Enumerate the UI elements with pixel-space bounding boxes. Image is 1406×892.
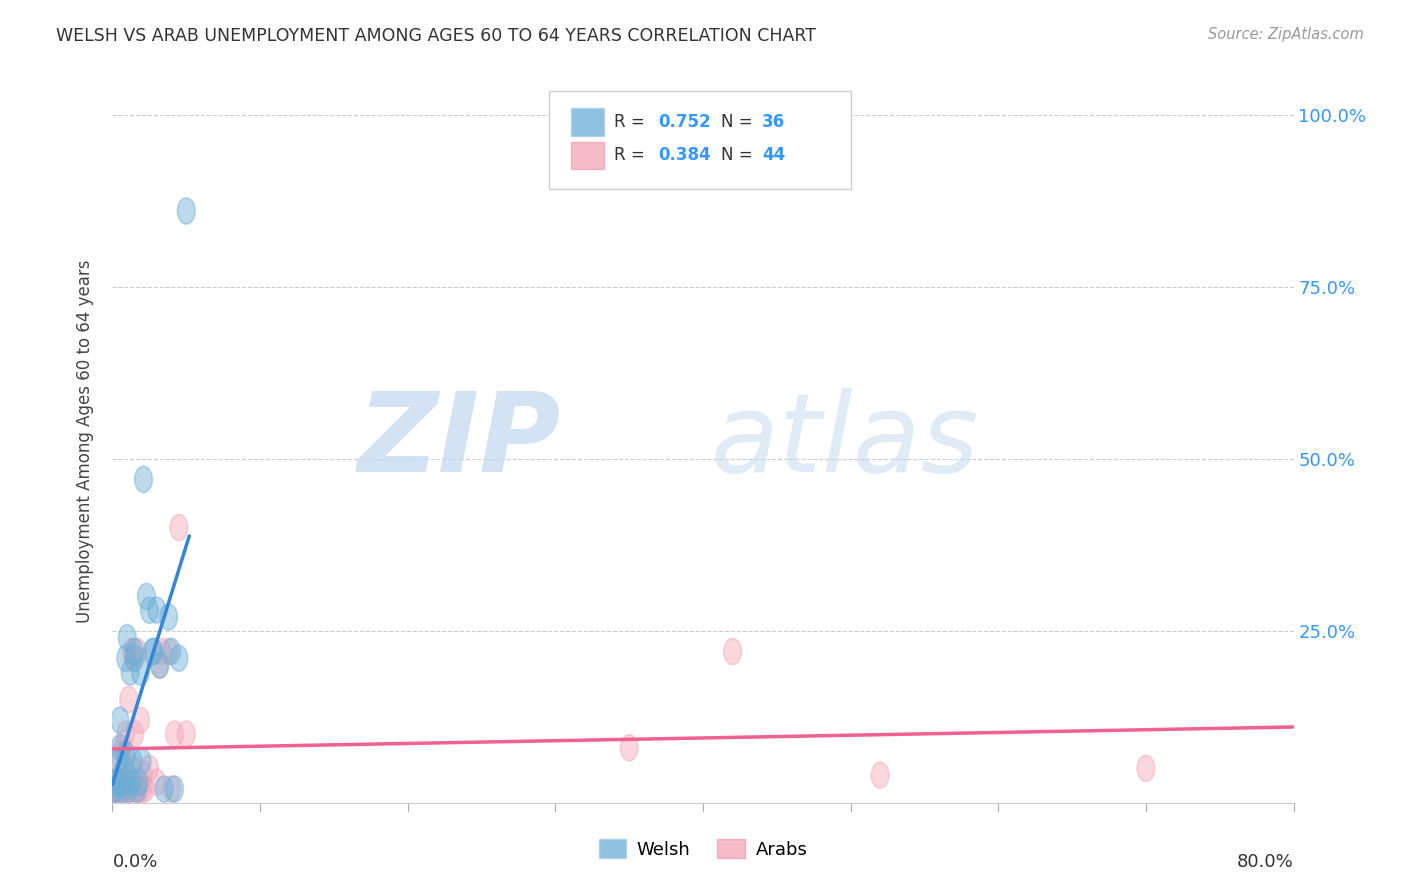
Ellipse shape	[115, 756, 134, 781]
Ellipse shape	[170, 645, 188, 672]
Ellipse shape	[108, 769, 125, 796]
Text: R =: R =	[614, 146, 651, 164]
Ellipse shape	[160, 639, 177, 665]
Ellipse shape	[122, 756, 141, 781]
Ellipse shape	[872, 762, 889, 789]
Ellipse shape	[141, 597, 159, 624]
Text: 0.752: 0.752	[658, 113, 711, 131]
Ellipse shape	[125, 639, 143, 665]
Ellipse shape	[125, 645, 143, 672]
Ellipse shape	[114, 735, 132, 761]
Ellipse shape	[115, 776, 134, 802]
Ellipse shape	[127, 776, 145, 802]
Ellipse shape	[105, 776, 122, 802]
Ellipse shape	[107, 769, 124, 796]
Ellipse shape	[110, 748, 127, 774]
Ellipse shape	[150, 652, 169, 678]
Ellipse shape	[124, 645, 142, 672]
Ellipse shape	[132, 659, 149, 685]
Ellipse shape	[117, 741, 135, 768]
Text: Source: ZipAtlas.com: Source: ZipAtlas.com	[1208, 27, 1364, 42]
Ellipse shape	[131, 769, 148, 796]
Ellipse shape	[724, 639, 741, 665]
Y-axis label: Unemployment Among Ages 60 to 64 years: Unemployment Among Ages 60 to 64 years	[76, 260, 94, 624]
Ellipse shape	[620, 735, 638, 761]
Ellipse shape	[118, 624, 136, 651]
Text: 44: 44	[762, 146, 786, 164]
Text: 0.0%: 0.0%	[112, 854, 157, 871]
Ellipse shape	[135, 467, 152, 492]
Text: 80.0%: 80.0%	[1237, 854, 1294, 871]
Ellipse shape	[145, 639, 163, 665]
Text: ZIP: ZIP	[357, 388, 561, 495]
Ellipse shape	[107, 776, 124, 802]
Ellipse shape	[111, 762, 129, 789]
Ellipse shape	[155, 776, 173, 802]
Ellipse shape	[110, 776, 127, 802]
Ellipse shape	[177, 198, 195, 224]
FancyBboxPatch shape	[550, 91, 851, 189]
Text: WELSH VS ARAB UNEMPLOYMENT AMONG AGES 60 TO 64 YEARS CORRELATION CHART: WELSH VS ARAB UNEMPLOYMENT AMONG AGES 60…	[56, 27, 817, 45]
Ellipse shape	[170, 515, 188, 541]
Ellipse shape	[125, 776, 143, 802]
Ellipse shape	[111, 741, 129, 768]
Ellipse shape	[118, 762, 136, 789]
Ellipse shape	[163, 639, 180, 665]
Ellipse shape	[135, 762, 152, 789]
Ellipse shape	[117, 645, 135, 672]
Ellipse shape	[122, 639, 141, 665]
Ellipse shape	[132, 707, 149, 733]
Ellipse shape	[117, 769, 135, 796]
Ellipse shape	[166, 721, 183, 747]
Ellipse shape	[138, 583, 155, 609]
Ellipse shape	[141, 756, 159, 781]
Ellipse shape	[129, 639, 146, 665]
Ellipse shape	[131, 776, 148, 802]
Text: N =: N =	[721, 113, 758, 131]
Ellipse shape	[107, 776, 124, 802]
FancyBboxPatch shape	[571, 109, 603, 136]
Ellipse shape	[118, 776, 136, 802]
Ellipse shape	[108, 776, 125, 802]
Legend: Welsh, Arabs: Welsh, Arabs	[592, 832, 814, 866]
Ellipse shape	[177, 721, 195, 747]
Ellipse shape	[125, 721, 143, 747]
Ellipse shape	[111, 707, 129, 733]
Ellipse shape	[120, 776, 138, 802]
Ellipse shape	[120, 776, 138, 802]
Ellipse shape	[166, 776, 183, 802]
Ellipse shape	[114, 776, 132, 802]
Ellipse shape	[105, 776, 122, 802]
Ellipse shape	[112, 776, 131, 802]
Ellipse shape	[160, 604, 177, 630]
Ellipse shape	[1137, 756, 1154, 781]
Ellipse shape	[150, 652, 169, 678]
Ellipse shape	[134, 776, 150, 802]
Ellipse shape	[110, 769, 127, 796]
Ellipse shape	[143, 639, 162, 665]
Ellipse shape	[121, 659, 139, 685]
Ellipse shape	[111, 735, 129, 761]
Ellipse shape	[148, 769, 166, 796]
Ellipse shape	[136, 776, 153, 802]
Ellipse shape	[152, 639, 170, 665]
Text: atlas: atlas	[710, 388, 979, 495]
Ellipse shape	[129, 776, 146, 802]
Ellipse shape	[111, 776, 129, 802]
Text: 0.384: 0.384	[658, 146, 711, 164]
Ellipse shape	[120, 687, 138, 713]
Ellipse shape	[121, 776, 139, 802]
Text: N =: N =	[721, 146, 758, 164]
Ellipse shape	[148, 597, 166, 624]
Ellipse shape	[163, 776, 180, 802]
Ellipse shape	[124, 748, 142, 774]
Ellipse shape	[117, 721, 135, 747]
Text: R =: R =	[614, 113, 651, 131]
FancyBboxPatch shape	[571, 142, 603, 169]
Ellipse shape	[134, 748, 150, 774]
Ellipse shape	[122, 769, 141, 796]
Ellipse shape	[114, 776, 132, 802]
Text: 36: 36	[762, 113, 785, 131]
Ellipse shape	[115, 769, 134, 796]
